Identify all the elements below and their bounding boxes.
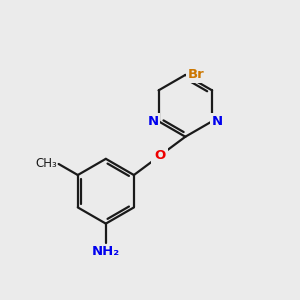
Text: Br: Br [188, 68, 204, 81]
Text: O: O [154, 149, 165, 162]
Text: N: N [147, 115, 159, 128]
Text: CH₃: CH₃ [35, 158, 57, 170]
Text: NH₂: NH₂ [92, 245, 120, 258]
Text: N: N [212, 115, 223, 128]
